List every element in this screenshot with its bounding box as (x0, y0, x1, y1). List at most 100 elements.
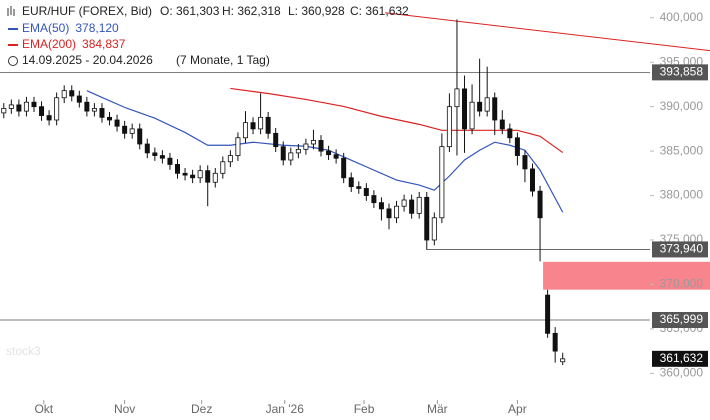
candle-body (477, 101, 483, 112)
candle-body (416, 196, 422, 214)
candle-body (159, 155, 165, 159)
candle-body (552, 332, 558, 352)
candle-body (484, 97, 490, 112)
candle-body (424, 196, 430, 241)
candle-body (122, 125, 128, 134)
candle-body (258, 116, 264, 130)
candle-body (409, 199, 415, 214)
candle-body (197, 170, 203, 179)
candle-body (499, 119, 505, 130)
candle-body (431, 217, 437, 241)
legend-value: 384,837 (82, 37, 126, 51)
candle-body (265, 116, 271, 134)
candle-body (99, 108, 105, 118)
level-label: 393,858 (660, 65, 704, 79)
candle-body (227, 155, 233, 163)
last-label: 361,632 (660, 351, 704, 365)
x-tick-label: Apr (508, 402, 527, 416)
candle-body (273, 132, 279, 148)
candle-body (76, 95, 82, 103)
x-tick-label: Mär (427, 402, 448, 416)
y-tick-label: 385,000 (660, 143, 704, 157)
candle-body (295, 148, 301, 154)
candle-body (190, 174, 196, 179)
candle-body (212, 172, 218, 183)
candle-body (84, 101, 90, 112)
candle-body (341, 157, 347, 179)
candle-body (61, 90, 67, 99)
candle-body (91, 108, 97, 112)
candle-body (114, 119, 120, 127)
candle-body (129, 128, 135, 134)
ema-line (230, 87, 564, 154)
legend-name: EMA(200) (22, 37, 76, 51)
candle-body (394, 205, 400, 219)
symbol: EUR/HUF (FOREX, Bid) (22, 4, 152, 18)
candle-body (371, 195, 377, 204)
date-span: (7 Monate, 1 Tag) (176, 53, 270, 67)
date-range: 14.09.2025 - 20.04.2026 (22, 53, 153, 67)
y-tick-label: 400,000 (660, 10, 704, 24)
candle-body (386, 208, 392, 219)
candle-body (205, 170, 211, 183)
clock-icon (8, 56, 18, 66)
ohlc-open: O: 361,303 (160, 4, 220, 18)
trendline (385, 12, 710, 52)
candle-body (220, 161, 226, 174)
candle-body (333, 154, 339, 159)
candle-body (303, 143, 309, 150)
candle-body (107, 116, 113, 121)
y-tick-label: 370,000 (660, 277, 704, 291)
x-tick-label: Dez (191, 402, 212, 416)
candle-body (31, 101, 37, 108)
candle-body (401, 199, 407, 207)
x-tick-label: Feb (354, 402, 375, 416)
legend-name: EMA(50) (22, 21, 69, 35)
candle-body (174, 164, 180, 174)
level-box (652, 312, 708, 329)
candle-body (280, 146, 286, 161)
candle-body (378, 202, 384, 210)
candle-body (446, 106, 452, 148)
last-box (652, 350, 708, 367)
candle-body (462, 88, 468, 130)
candle-body (182, 172, 188, 176)
candle-body (23, 101, 29, 112)
x-tick-label: Okt (34, 402, 53, 416)
candle-body (288, 152, 294, 161)
zone (543, 261, 710, 290)
candle-body (537, 190, 543, 219)
candle-body (310, 140, 316, 145)
candle-body (318, 140, 324, 152)
candle-body (469, 101, 475, 130)
legend-swatch (8, 28, 18, 30)
level-label: 373,940 (660, 242, 704, 256)
ohlc-high: H: 362,318 (222, 4, 281, 18)
candle-body (69, 90, 75, 97)
candle-body (514, 137, 520, 156)
candle-body (348, 177, 354, 188)
x-tick-label: Jan '26 (266, 402, 305, 416)
candle-body (250, 122, 256, 130)
candle-body (144, 143, 150, 154)
candle-body (54, 97, 60, 121)
candle-body (137, 128, 143, 145)
candle-body (492, 97, 498, 121)
candle-body (439, 146, 445, 219)
x-tick-label: Nov (114, 402, 135, 416)
candle-body (152, 152, 158, 156)
candle-body (560, 358, 566, 363)
candle-body (1, 108, 7, 114)
ohlc-low: L: 360,928 (288, 4, 345, 18)
candle-body (46, 115, 52, 121)
legend: EUR/HUF (FOREX, Bid) O: 361,303 H: 362,318… (7, 4, 409, 67)
legend-swatch (8, 44, 18, 46)
level-box (652, 64, 708, 81)
watermark: stock3 (6, 344, 41, 358)
candle-body (507, 128, 513, 139)
ema-line (86, 90, 564, 213)
candle-body (530, 168, 536, 192)
bar-icon (7, 6, 15, 16)
candle-body (235, 137, 241, 156)
